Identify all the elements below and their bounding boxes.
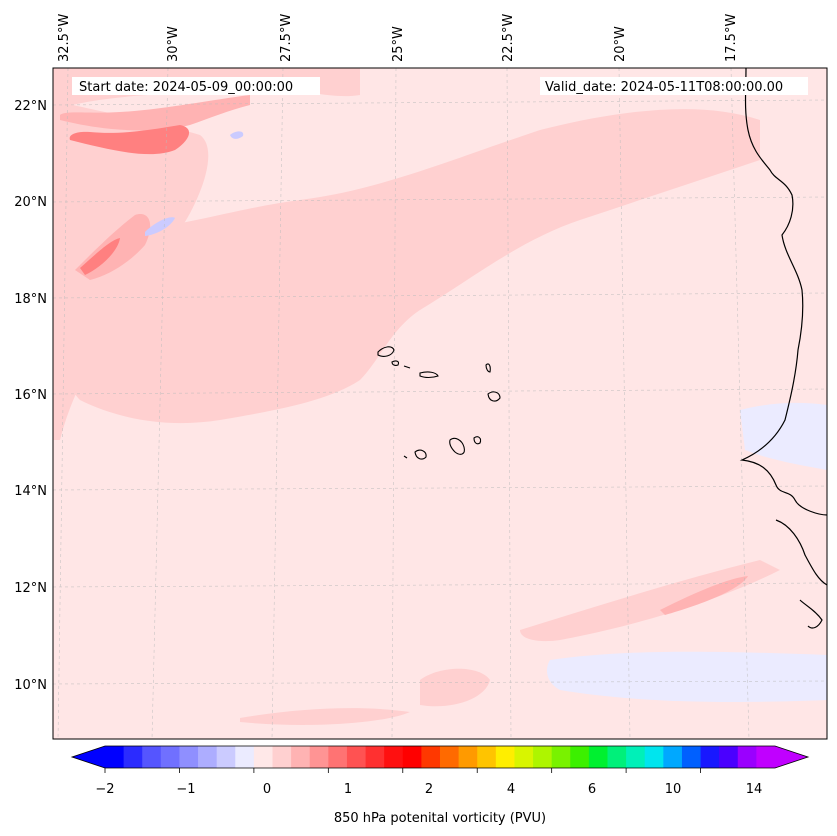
lon-label: 20°W bbox=[613, 26, 628, 62]
lat-label: 14°N bbox=[14, 484, 47, 499]
colorbar-segment bbox=[253, 746, 273, 768]
colorbar-segment bbox=[160, 746, 180, 768]
colorbar-segment bbox=[216, 746, 236, 768]
colorbar-segment bbox=[105, 746, 125, 768]
colorbar-segment bbox=[719, 746, 739, 768]
coastline bbox=[739, 67, 828, 629]
pv-band-light bbox=[53, 68, 760, 424]
cb-tick-label: 1 bbox=[344, 782, 352, 797]
colorbar-segment bbox=[235, 746, 255, 768]
colorbar-segment bbox=[142, 746, 162, 768]
colorbar-segment bbox=[291, 746, 311, 768]
colorbar-segment bbox=[737, 746, 757, 768]
gridlines bbox=[52, 67, 828, 740]
colorbar-segment bbox=[272, 746, 292, 768]
colorbar-extend-high bbox=[775, 746, 808, 768]
colorbar-segment bbox=[198, 746, 218, 768]
colorbar-segment bbox=[309, 746, 329, 768]
latitude-labels: 22°N 20°N 18°N 16°N 14°N 12°N 10°N bbox=[14, 99, 47, 693]
colorbar-segment bbox=[570, 746, 590, 768]
lat-label: 12°N bbox=[14, 581, 47, 596]
colorbar-ticks bbox=[104, 768, 701, 773]
colorbar-segment bbox=[495, 746, 515, 768]
colorbar-segment bbox=[421, 746, 441, 768]
colorbar-segment bbox=[514, 746, 534, 768]
colorbar-segment bbox=[663, 746, 683, 768]
cb-tick-label: 10 bbox=[665, 782, 682, 797]
colorbar-segments bbox=[105, 746, 776, 768]
colorbar: −2 −1 0 1 2 4 6 10 14 850 hPa potenital … bbox=[70, 745, 810, 826]
cb-tick-label: 14 bbox=[746, 782, 763, 797]
cape-verde-islands bbox=[377, 346, 501, 460]
colorbar-segment bbox=[365, 746, 385, 768]
pv-contour-fills bbox=[53, 68, 827, 725]
map-frame bbox=[52, 67, 828, 740]
lat-label: 16°N bbox=[14, 388, 47, 403]
colorbar-segment bbox=[681, 746, 701, 768]
colorbar-extend-low bbox=[72, 746, 105, 768]
lat-label: 20°N bbox=[14, 195, 47, 210]
colorbar-segment bbox=[700, 746, 720, 768]
pv-band-west bbox=[53, 100, 209, 440]
colorbar-segment bbox=[179, 746, 199, 768]
lon-label: 27.5°W bbox=[279, 14, 294, 62]
cb-tick-label: 0 bbox=[263, 782, 271, 797]
lon-label: 32.5°W bbox=[57, 14, 72, 62]
colorbar-segment bbox=[440, 746, 460, 768]
lon-label: 25°W bbox=[391, 26, 406, 62]
longitude-labels: 32.5°W 30°W 27.5°W 25°W 22.5°W 20°W 17.5… bbox=[57, 14, 739, 62]
cb-tick-label: −1 bbox=[176, 782, 195, 797]
colorbar-segment bbox=[607, 746, 627, 768]
valid-date-box bbox=[540, 77, 808, 95]
lat-label: 10°N bbox=[14, 678, 47, 693]
pv-negative-patch-1 bbox=[547, 651, 827, 702]
colorbar-segment bbox=[588, 746, 608, 768]
colorbar-segment bbox=[346, 746, 366, 768]
cb-tick-label: 2 bbox=[425, 782, 433, 797]
colorbar-segment bbox=[756, 746, 776, 768]
start-date-label: Start date: 2024-05-09_00:00:00 bbox=[79, 80, 293, 95]
colorbar-segment bbox=[384, 746, 404, 768]
valid-date-label: Valid_date: 2024-05-11T08:00:00.00 bbox=[545, 80, 783, 95]
colorbar-tick-labels: −2 −1 0 1 2 4 6 10 14 bbox=[95, 782, 762, 797]
lat-label: 22°N bbox=[14, 99, 47, 114]
colorbar-segment bbox=[123, 746, 143, 768]
pv-negative-patch-2 bbox=[145, 131, 244, 236]
colorbar-segment bbox=[533, 746, 553, 768]
lat-label: 18°N bbox=[14, 292, 47, 307]
colorbar-segment bbox=[402, 746, 422, 768]
colorbar-segment bbox=[328, 746, 348, 768]
colorbar-segment bbox=[458, 746, 478, 768]
pv-negative-patch-3 bbox=[740, 402, 827, 470]
lon-label: 17.5°W bbox=[724, 14, 739, 62]
colorbar-segment bbox=[626, 746, 646, 768]
lon-label: 22.5°W bbox=[501, 14, 516, 62]
colorbar-title: 850 hPa potenital vorticity (PVU) bbox=[334, 811, 546, 826]
start-date-box bbox=[72, 77, 320, 95]
pv-band-south bbox=[240, 560, 780, 725]
cb-tick-label: −2 bbox=[95, 782, 114, 797]
lon-label: 30°W bbox=[166, 26, 181, 62]
cb-tick-label: 6 bbox=[588, 782, 596, 797]
colorbar-segment bbox=[644, 746, 664, 768]
colorbar-segment bbox=[477, 746, 497, 768]
cb-tick-label: 4 bbox=[507, 782, 515, 797]
colorbar-segment bbox=[551, 746, 571, 768]
pv-core-strong bbox=[69, 125, 190, 275]
